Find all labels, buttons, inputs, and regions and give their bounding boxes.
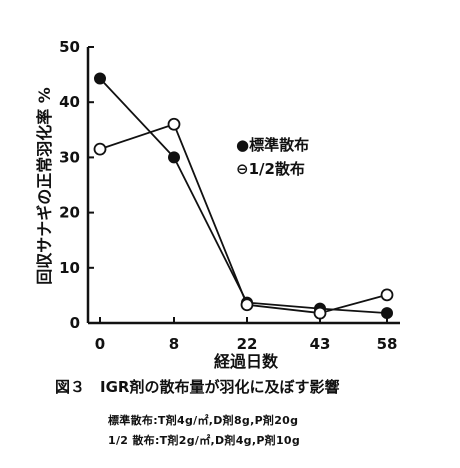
chart-series xyxy=(93,72,394,320)
x-axis-label: 経過日数 xyxy=(214,352,279,371)
data-point-open xyxy=(93,142,107,156)
chart-legend: ●標準散布 ⊖1/2散布 xyxy=(236,136,309,178)
x-tick-label: 58 xyxy=(377,335,398,353)
data-point-filled xyxy=(381,307,393,320)
data-point-open xyxy=(380,288,394,302)
y-tick-label: 40 xyxy=(59,93,80,111)
data-point-open xyxy=(240,298,254,312)
caption-note-standard: 標準散布:T剤4g/㎡,D剤8g,P剤20g xyxy=(108,414,299,427)
line-chart: 0 10 20 30 40 50 0 8 22 43 58 ●標準散布 ⊖1/2散布 経過日数 回収… xyxy=(35,38,400,371)
x-tick-label: 43 xyxy=(310,335,331,353)
y-tick-label: 10 xyxy=(59,259,80,277)
data-point-filled xyxy=(94,72,106,85)
y-tick-label: 20 xyxy=(59,204,80,222)
legend-entry: ●標準散布 xyxy=(236,136,309,154)
x-tick-label: 22 xyxy=(237,335,258,353)
y-axis-ticks: 0 10 20 30 40 50 xyxy=(59,38,94,332)
x-tick-label: 8 xyxy=(169,335,179,353)
data-point-open xyxy=(313,306,327,320)
chart-axes xyxy=(86,47,400,325)
figure-caption: 図３ IGR剤の散布量が羽化に及ぼす影響 xyxy=(55,378,340,396)
caption-note-half: 1/2 散布:T剤2g/㎡,D剤4g,P剤10g xyxy=(108,434,301,447)
data-point-filled xyxy=(168,151,180,164)
data-point-open xyxy=(167,117,181,131)
y-tick-label: 50 xyxy=(59,38,80,56)
legend-entry: ⊖1/2散布 xyxy=(236,160,305,178)
y-tick-label: 0 xyxy=(70,314,80,332)
y-tick-label: 30 xyxy=(59,148,80,166)
y-axis-label: 回収サナギの正常羽化率 % xyxy=(35,87,54,285)
x-tick-label: 0 xyxy=(95,335,105,353)
series-line-1 xyxy=(99,77,388,314)
